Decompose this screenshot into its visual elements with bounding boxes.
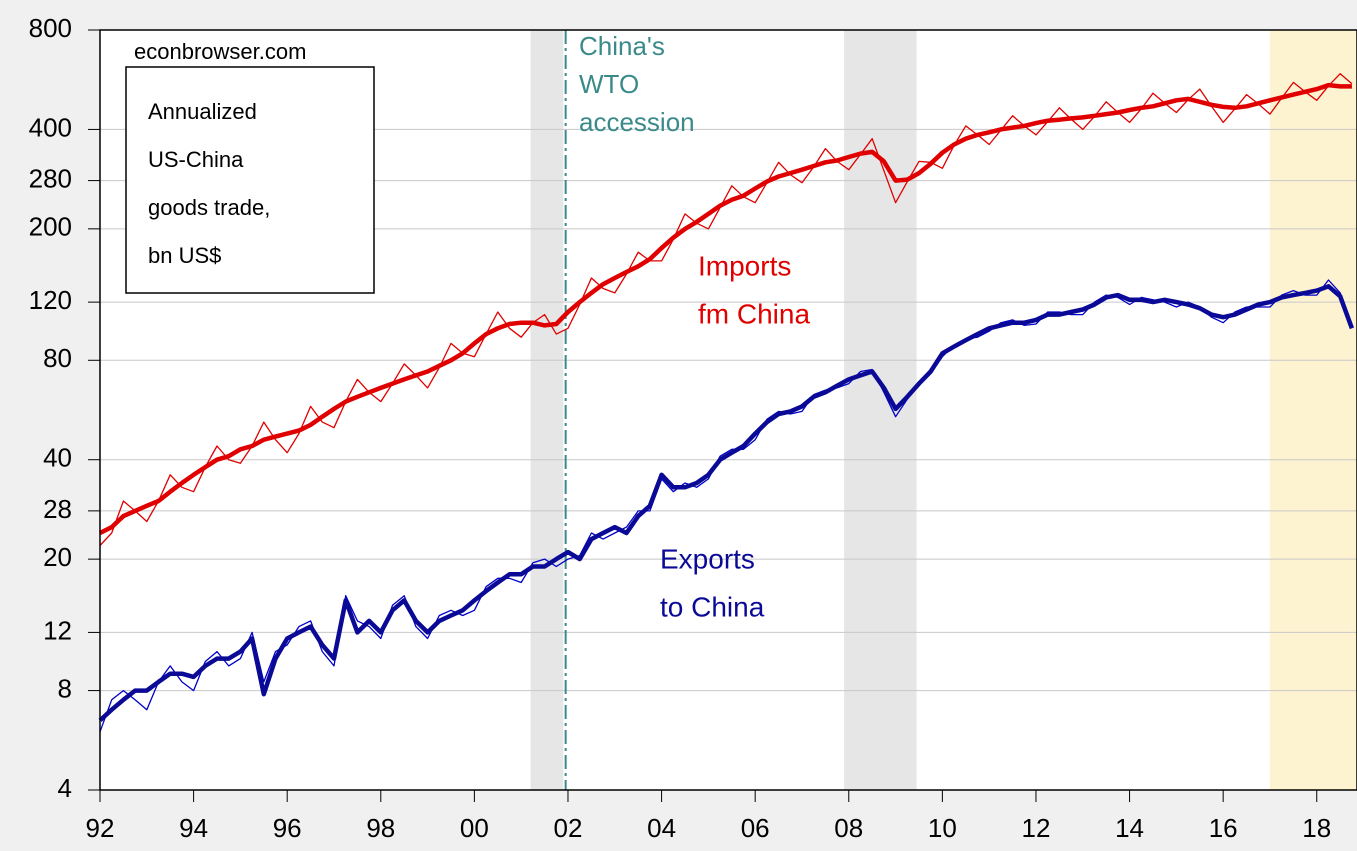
y-tick-label: 8: [58, 673, 72, 703]
title-box: Annualized: [148, 99, 257, 124]
y-tick-label: 80: [43, 343, 72, 373]
imports-label: Imports: [698, 250, 791, 281]
series-line: [98, 284, 1355, 723]
x-tick-label: 94: [179, 813, 208, 843]
y-tick-label: 400: [29, 112, 72, 142]
x-tick-label: 08: [834, 813, 863, 843]
y-tick-label: 800: [29, 13, 72, 43]
y-tick-label: 200: [29, 212, 72, 242]
axis-frame: [99, 29, 1357, 791]
x-tick-label: 92: [86, 813, 115, 843]
source: econbrowser.com: [134, 39, 306, 64]
title-box-frame: [125, 66, 375, 294]
x-tick-label: 02: [554, 813, 583, 843]
x-tick-label: 14: [1115, 813, 1144, 843]
y-tick-label: 120: [29, 285, 72, 315]
exports-label: Exports: [660, 543, 755, 574]
y-tick-label: 40: [43, 443, 72, 473]
x-tick-label: 16: [1209, 813, 1238, 843]
x-tick-label: 12: [1022, 813, 1051, 843]
x-tick-label: 18: [1302, 813, 1331, 843]
x-tick-label: 10: [928, 813, 957, 843]
shaded-region: [530, 30, 564, 790]
title-box: bn US$: [148, 243, 221, 268]
wto: China's: [579, 31, 665, 61]
x-tick-label: 98: [366, 813, 395, 843]
x-tick-label: 04: [647, 813, 676, 843]
wto: WTO: [579, 69, 639, 99]
y-tick-label: 28: [43, 494, 72, 524]
wto: accession: [579, 107, 695, 137]
x-tick-label: 06: [741, 813, 770, 843]
imports-label: fm China: [698, 298, 810, 329]
y-tick-label: 280: [29, 163, 72, 193]
title-box: goods trade,: [148, 195, 270, 220]
title-box: US-China: [148, 147, 244, 172]
series-line: [99, 279, 1353, 733]
y-tick-label: 4: [58, 773, 72, 803]
shaded-region: [844, 30, 917, 790]
x-tick-label: 96: [273, 813, 302, 843]
x-tick-label: 00: [460, 813, 489, 843]
series-line: [98, 82, 1352, 536]
y-tick-label: 20: [43, 542, 72, 572]
shaded-region: [1269, 30, 1357, 790]
exports-label: to China: [660, 591, 765, 622]
y-tick-label: 12: [43, 615, 72, 645]
